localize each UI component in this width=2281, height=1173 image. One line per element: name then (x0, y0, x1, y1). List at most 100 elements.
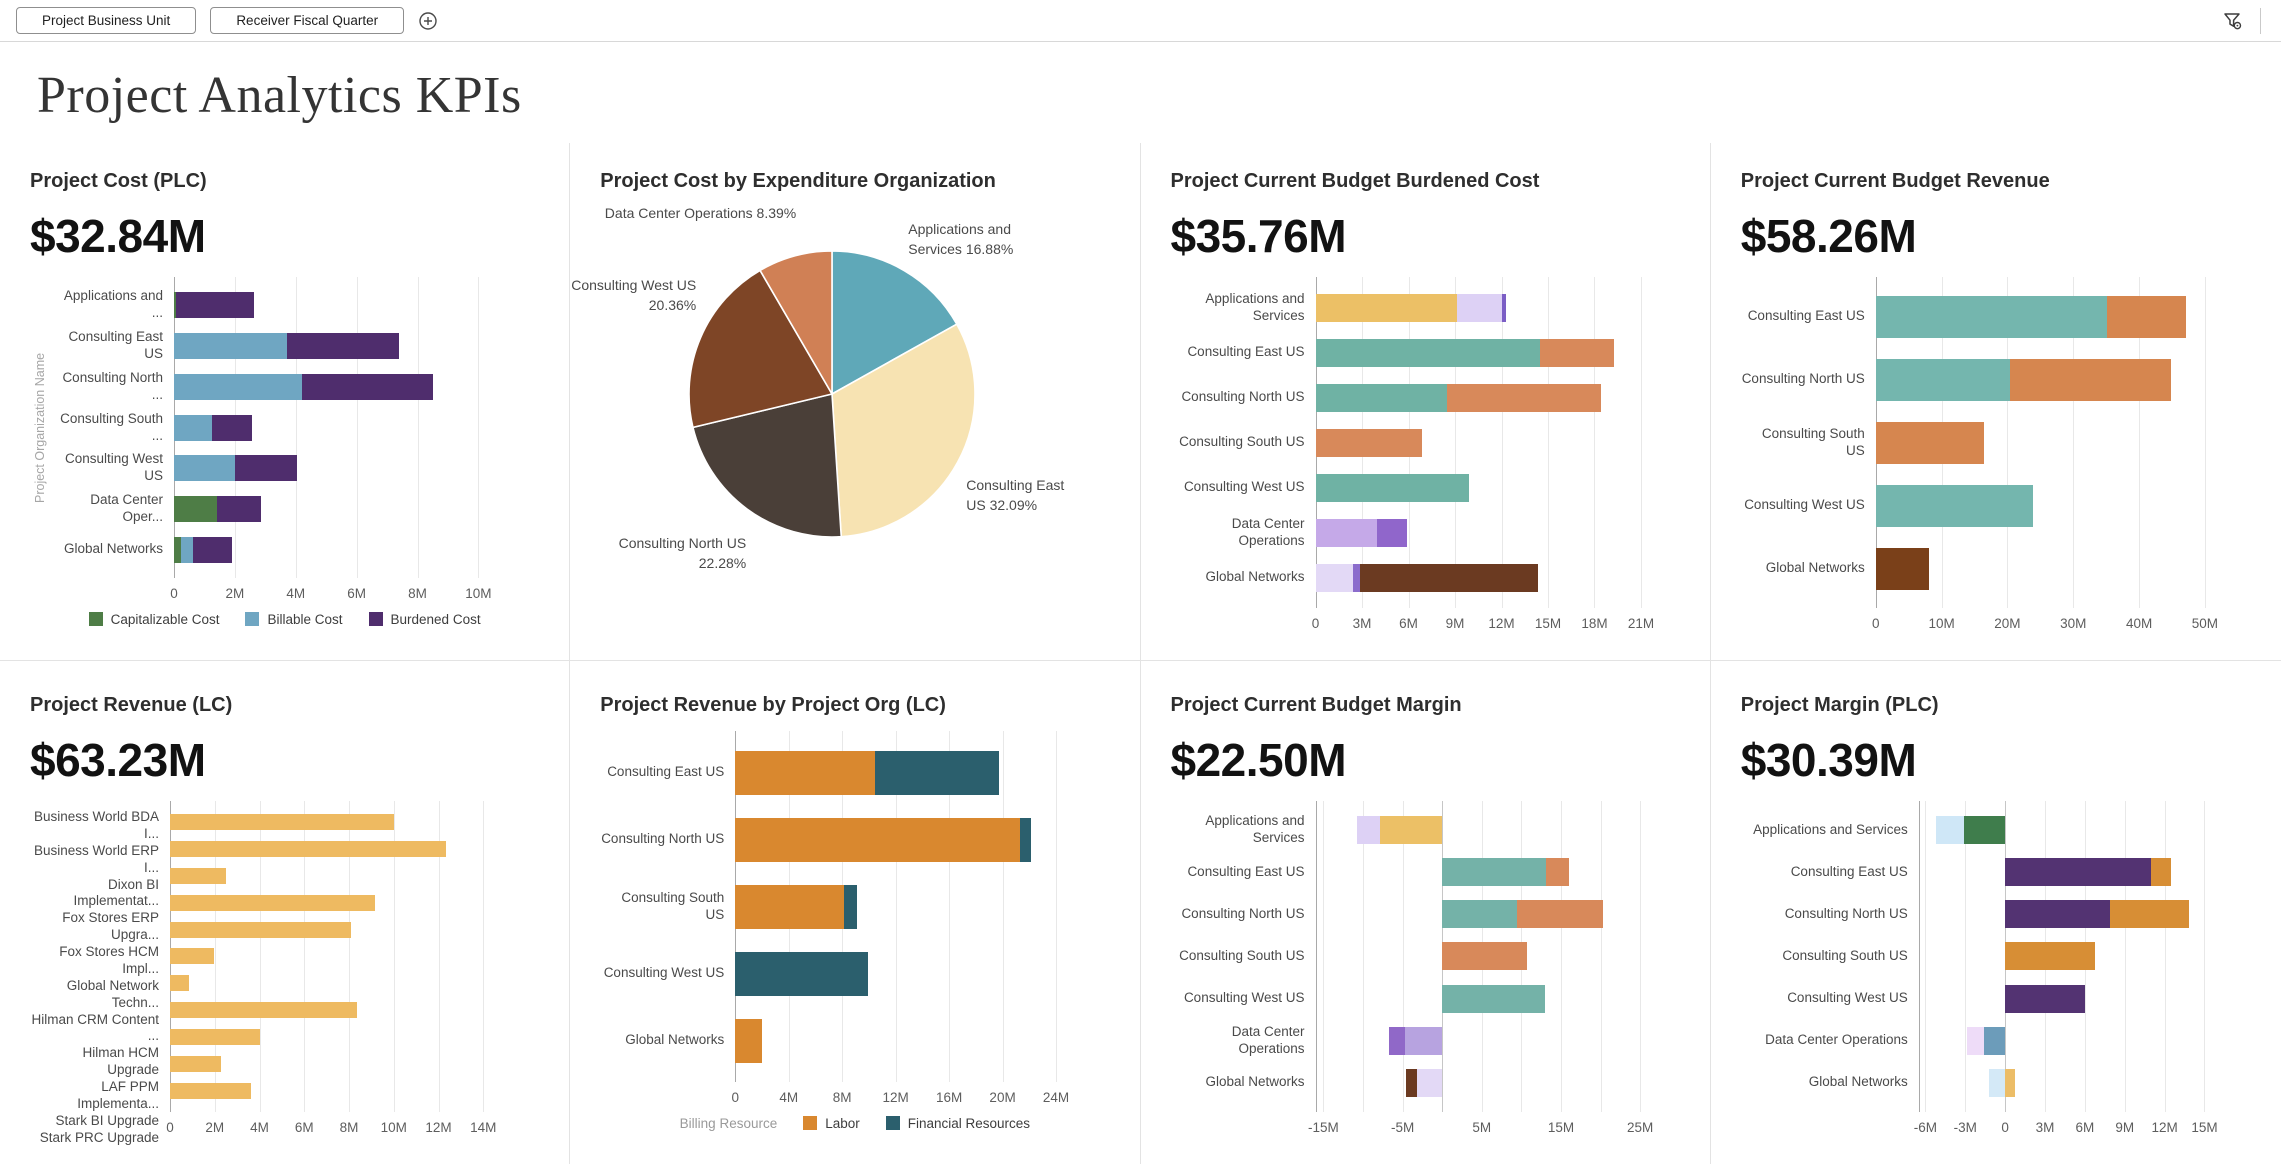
bar-segment[interactable] (1875, 484, 2034, 527)
bar-segment[interactable] (301, 373, 433, 400)
bar-segment[interactable] (1442, 858, 1546, 887)
bar-segment[interactable] (1315, 473, 1469, 502)
bar-segment[interactable] (1404, 1026, 1443, 1055)
bar-segment[interactable] (1356, 816, 1381, 845)
bar-segment[interactable] (1442, 984, 1546, 1013)
bar-segment[interactable] (1989, 1068, 2006, 1097)
bar-segment[interactable] (1875, 295, 2108, 338)
bar-segment[interactable] (1315, 383, 1448, 412)
legend-item[interactable]: Labor (803, 1116, 860, 1131)
bar-segment[interactable] (1380, 816, 1443, 845)
bar-segment[interactable] (735, 817, 1020, 862)
bar-row (1919, 1020, 2251, 1062)
bar-segment[interactable] (1963, 816, 2006, 845)
axis-tick-label: 0 (170, 586, 178, 601)
bar-segment[interactable] (1875, 547, 1930, 590)
bar-segment[interactable] (170, 841, 447, 858)
bar-segment[interactable] (174, 373, 302, 400)
bar-segment[interactable] (1545, 858, 1569, 887)
bar-segment[interactable] (170, 921, 352, 938)
bar-segment[interactable] (170, 814, 394, 831)
bar-segment[interactable] (1502, 293, 1507, 322)
bar-segment[interactable] (2005, 900, 2111, 929)
filter-chip-receiver-fiscal-quarter[interactable]: Receiver Fiscal Quarter (210, 7, 405, 34)
bar-segment[interactable] (1405, 1068, 1417, 1097)
panel-project-cost-plc: Project Cost (PLC) $32.84M Project Organ… (0, 143, 571, 661)
legend-item[interactable]: Billable Cost (245, 612, 343, 627)
bar-segment[interactable] (735, 951, 868, 996)
add-filter-icon[interactable] (418, 11, 438, 31)
bar-segment[interactable] (170, 1082, 251, 1099)
bar-segment[interactable] (1442, 942, 1527, 971)
bar-segment[interactable] (1936, 816, 1964, 845)
pie-slice[interactable] (692, 393, 843, 538)
bar-segment[interactable] (2010, 358, 2171, 401)
bar-segment[interactable] (874, 750, 1000, 795)
bar-segment[interactable] (1376, 518, 1407, 547)
bar-segment[interactable] (170, 948, 214, 965)
bar-segment[interactable] (1389, 1026, 1405, 1055)
pie-slice[interactable] (759, 250, 834, 397)
bar-segment[interactable] (1352, 563, 1360, 592)
bar-segment[interactable] (2107, 295, 2186, 338)
bar-segment[interactable] (170, 1055, 222, 1072)
bar-segment[interactable] (1315, 428, 1423, 457)
bar-segment[interactable] (176, 292, 254, 319)
bar-segment[interactable] (170, 975, 190, 992)
bar-segment[interactable] (2005, 1068, 2016, 1097)
bar-segment[interactable] (1416, 1068, 1443, 1097)
bar-segment[interactable] (216, 495, 261, 522)
bar-segment[interactable] (234, 455, 298, 482)
filter-chip-project-business-unit[interactable]: Project Business Unit (16, 7, 197, 34)
bar-segment[interactable] (170, 894, 375, 911)
bar-segment[interactable] (844, 884, 857, 929)
bar-segment[interactable] (1875, 421, 1984, 464)
bar-segment[interactable] (2005, 858, 2151, 887)
bar-segment[interactable] (1315, 338, 1541, 367)
budget-burdened-cost-chart: Applications and Services Consulting East… (1171, 277, 1680, 634)
bar-segment[interactable] (193, 536, 232, 563)
bar-segment[interactable] (174, 495, 217, 522)
legend-item[interactable]: Financial Resources (885, 1116, 1030, 1131)
bar-segment[interactable] (1540, 338, 1614, 367)
bar-segment[interactable] (174, 292, 177, 319)
bar-segment[interactable] (1315, 518, 1377, 547)
bar-segment[interactable] (735, 1018, 762, 1063)
gridline (214, 801, 216, 1112)
legend-item[interactable]: Capitalizable Cost (88, 612, 219, 627)
bar-segment[interactable] (1966, 1026, 1984, 1055)
bar-segment[interactable] (1019, 817, 1032, 862)
pie-slice[interactable] (831, 250, 959, 396)
bar-segment[interactable] (180, 536, 194, 563)
bar-segment[interactable] (1359, 563, 1538, 592)
legend-item[interactable]: Burdened Cost (368, 612, 481, 627)
filter-settings-icon[interactable] (2222, 10, 2244, 32)
bar-segment[interactable] (735, 884, 845, 929)
bar-segment[interactable] (2005, 942, 2095, 971)
bar-segment[interactable] (170, 1002, 357, 1019)
bar-segment[interactable] (735, 750, 875, 795)
bar-segment[interactable] (1315, 293, 1457, 322)
axis-tick-label: 6M (1399, 616, 1418, 631)
bar-segment[interactable] (170, 1028, 260, 1045)
bar-segment[interactable] (2005, 984, 2085, 1013)
bar-segment[interactable] (286, 333, 400, 360)
bar-segment[interactable] (2150, 858, 2171, 887)
bar-segment[interactable] (174, 455, 235, 482)
pie-slice[interactable] (688, 269, 834, 429)
bar-segment[interactable] (174, 414, 213, 441)
bar-segment[interactable] (1875, 358, 2011, 401)
bar-segment[interactable] (1447, 383, 1601, 412)
gridline (2204, 801, 2206, 1112)
bar-segment[interactable] (1517, 900, 1603, 929)
bar-segment[interactable] (1456, 293, 1503, 322)
bar-segment[interactable] (174, 333, 287, 360)
bar-segment[interactable] (212, 414, 252, 441)
bar-segment[interactable] (170, 868, 226, 885)
bar-segment[interactable] (2110, 900, 2189, 929)
bar-segment[interactable] (1315, 563, 1353, 592)
bar-segment[interactable] (1442, 900, 1518, 929)
pie-slice[interactable] (831, 323, 977, 538)
bar-segment[interactable] (1983, 1026, 2006, 1055)
bar-segment[interactable] (174, 536, 181, 563)
